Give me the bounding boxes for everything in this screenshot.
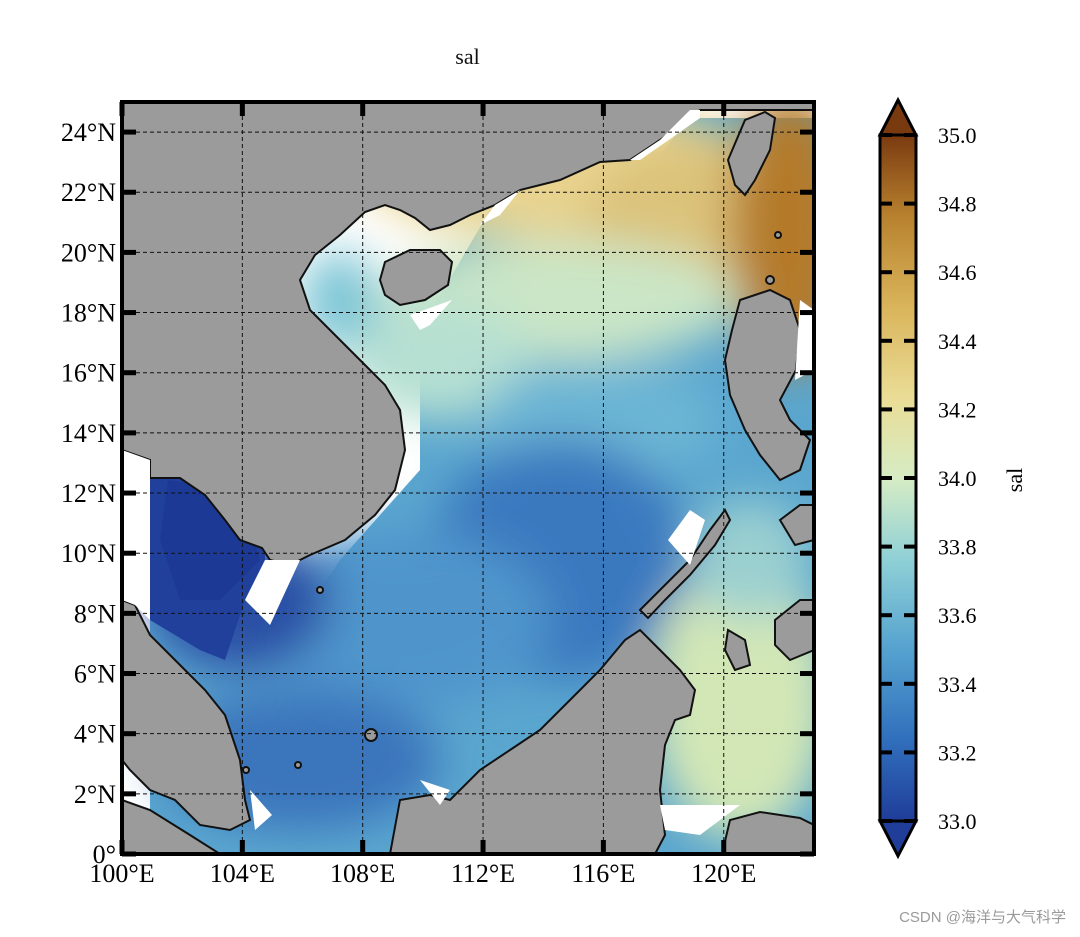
- axis-ticks: [119, 102, 814, 857]
- y-tick-label: 0°: [93, 840, 116, 869]
- masked-coast: [122, 110, 814, 835]
- colorbar-ticks: 33.0 33.2 33.4 33.6 33.8 34.0 34.2 34.4 34.6 34.8…: [880, 123, 977, 834]
- colorbar-extend-low: [877, 819, 919, 860]
- colorbar-tick-label: 34.6: [938, 260, 977, 285]
- x-tick-labels: 100°E 104°E 108°E 112°E 116°E 120°E: [89, 859, 756, 888]
- y-tick-label: 12°N: [61, 479, 116, 508]
- colorbar-tick-label: 33.4: [938, 672, 977, 697]
- x-tick-label: 120°E: [691, 859, 756, 888]
- colorbar-tick-label: 34.4: [938, 329, 977, 354]
- y-tick-label: 22°N: [61, 178, 116, 207]
- x-tick-label: 104°E: [210, 859, 275, 888]
- colorbar-tick-label: 33.6: [938, 603, 977, 628]
- y-tick-label: 20°N: [61, 238, 116, 267]
- map-frame: [120, 100, 816, 856]
- y-tick-label: 2°N: [74, 780, 116, 809]
- y-tick-label: 10°N: [61, 539, 116, 568]
- y-tick-label: 18°N: [61, 299, 116, 328]
- y-tick-label: 4°N: [74, 720, 116, 749]
- watermark: CSDN @海洋与大气科学: [899, 909, 1066, 926]
- colorbar-tick-label: 35.0: [938, 123, 977, 148]
- x-tick-label: 100°E: [89, 859, 154, 888]
- x-tick-label: 108°E: [330, 859, 395, 888]
- x-tick-label: 112°E: [451, 859, 515, 888]
- colorbar-tick-label: 33.0: [938, 809, 977, 834]
- gridlines: [122, 102, 814, 854]
- y-tick-label: 6°N: [74, 660, 116, 689]
- y-tick-labels: 0° 2°N 4°N 6°N 8°N 10°N 12°N 14°N 16°N 18°N 20°N 22…: [61, 118, 116, 869]
- y-tick-label: 8°N: [74, 599, 116, 628]
- colorbar-tick-label: 34.8: [938, 192, 977, 217]
- figure-title: sal: [455, 44, 480, 69]
- y-tick-label: 24°N: [61, 118, 116, 147]
- colorbar-label: sal: [1002, 468, 1027, 492]
- y-tick-label: 16°N: [61, 359, 116, 388]
- colorbar-extend-high: [877, 96, 919, 137]
- y-tick-label: 14°N: [61, 419, 116, 448]
- x-tick-label: 116°E: [571, 859, 635, 888]
- colorbar: 33.0 33.2 33.4 33.6 33.8 34.0 34.2 34.4 34.6 34.8…: [877, 96, 1027, 860]
- colorbar-tick-label: 34.0: [938, 466, 977, 491]
- colorbar-tick-label: 33.8: [938, 535, 977, 560]
- colorbar-tick-label: 33.2: [938, 740, 977, 765]
- colorbar-tick-label: 34.2: [938, 397, 977, 422]
